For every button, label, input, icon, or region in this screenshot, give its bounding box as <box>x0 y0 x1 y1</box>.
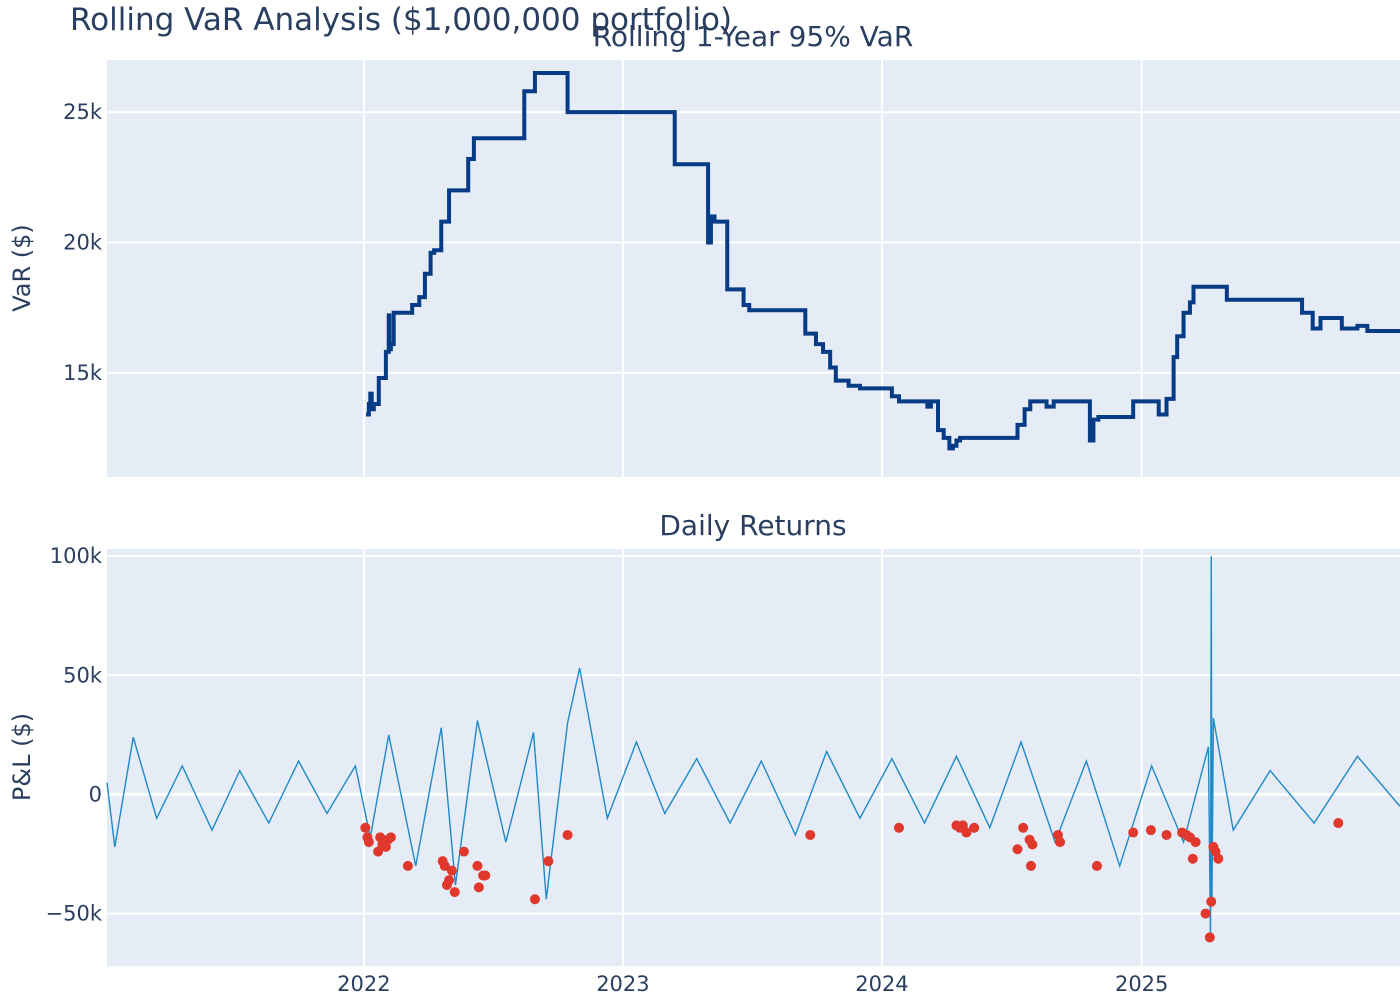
var-breach-point <box>1018 822 1029 833</box>
y-tick-label: 25k <box>63 100 103 124</box>
var-breach-point <box>1187 853 1198 864</box>
var-breach-point <box>360 822 371 833</box>
var-breach-point <box>562 829 573 840</box>
returns-y-ticks: −50k 0 50k 100k <box>46 544 103 925</box>
x-tick-label-2023: 2023 <box>596 972 649 996</box>
var-breach-point <box>805 829 816 840</box>
var-breach-point <box>529 894 540 905</box>
y-tick-label: 50k <box>63 663 103 687</box>
var-breach-point <box>1190 837 1201 848</box>
returns-panel-title: Daily Returns <box>659 509 846 542</box>
main-title: Rolling VaR Analysis ($1,000,000 portfol… <box>70 2 732 38</box>
x-tick-label-2022: 2022 <box>337 972 390 996</box>
y-tick-label: 0 <box>89 782 102 806</box>
x-axis-ticks: 2022 2023 2024 2025 <box>337 972 1168 996</box>
x-tick-label-2025: 2025 <box>1115 972 1168 996</box>
var-breach-point <box>480 870 491 881</box>
var-breach-point <box>444 875 455 886</box>
returns-series <box>106 556 1400 943</box>
var-breach-point <box>363 837 374 848</box>
var-breach-point <box>449 887 460 898</box>
var-breach-point <box>1213 853 1224 864</box>
var-breach-point <box>402 860 413 871</box>
y-tick-label: 100k <box>50 544 103 568</box>
var-breach-point <box>1012 844 1023 855</box>
var-breach-point <box>446 865 457 876</box>
returns-line <box>106 556 1400 938</box>
var-panel-title: Rolling 1-Year 95% VaR <box>593 20 914 53</box>
var-y-ticks: 15k 20k 25k <box>63 100 103 385</box>
var-line <box>366 71 1400 451</box>
var-gridlines <box>107 60 1400 477</box>
returns-plot-area <box>107 549 1400 966</box>
var-breach-point <box>458 846 469 857</box>
y-tick-label: 15k <box>63 361 103 385</box>
var-breach-point <box>439 860 450 871</box>
var-breach-point <box>1091 860 1102 871</box>
y-tick-label: −50k <box>46 902 103 926</box>
var-breach-point <box>893 822 904 833</box>
var-breach-point <box>385 832 396 843</box>
var-breach-point <box>1145 825 1156 836</box>
var-plot-area <box>107 60 1400 477</box>
var-breach-point <box>961 827 972 838</box>
var-panel: Rolling 1-Year 95% VaR 15k 20k 25k VaR ($) <box>8 20 1400 477</box>
var-breach-point <box>1200 908 1211 919</box>
var-y-axis-title: VaR ($) <box>8 224 36 312</box>
var-series <box>366 71 1400 451</box>
var-breach-point <box>1025 860 1036 871</box>
var-breach-point <box>969 822 980 833</box>
var-breach-point <box>1161 829 1172 840</box>
var-breach-point <box>543 856 554 867</box>
var-breach-point <box>472 860 483 871</box>
var-breach-point <box>1204 932 1215 943</box>
var-breach-point <box>1128 827 1139 838</box>
var-breach-point <box>1027 839 1038 850</box>
var-breach-point <box>1055 837 1066 848</box>
returns-gridlines <box>107 549 1400 966</box>
var-breach-point <box>1333 818 1344 829</box>
x-tick-label-2024: 2024 <box>855 972 908 996</box>
var-breach-point <box>1206 896 1217 907</box>
returns-y-axis-title: P&L ($) <box>8 713 36 801</box>
var-breach-point <box>473 882 484 893</box>
y-tick-label: 20k <box>63 230 103 254</box>
